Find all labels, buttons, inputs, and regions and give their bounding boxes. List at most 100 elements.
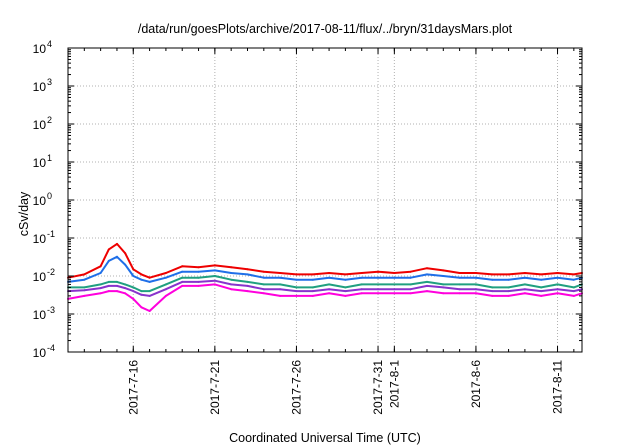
y-tick-exp: 2	[47, 115, 52, 125]
data-point	[279, 294, 282, 297]
data-point	[523, 283, 526, 286]
data-point	[116, 290, 118, 293]
x-axis: 2017-7-16 2017-7-21 2017-7-26 2017-7-31 2017…	[67, 48, 575, 415]
data-point	[246, 280, 249, 283]
data-point	[116, 284, 118, 287]
data-point	[572, 273, 575, 276]
series-line	[67, 242, 583, 279]
x-tick-label: 2017-8-11	[551, 360, 565, 414]
x-tick-label: 2017-7-16	[126, 360, 140, 415]
data-point	[523, 276, 526, 279]
data-point	[132, 275, 135, 277]
data-point	[279, 283, 282, 286]
data-point	[474, 283, 477, 286]
data-point	[181, 270, 184, 273]
data-point	[197, 280, 200, 283]
data-point	[523, 288, 526, 291]
y-tick-label: 10-1	[33, 229, 55, 246]
data-point	[116, 255, 118, 258]
data-point	[474, 288, 477, 291]
plot-frame	[67, 47, 583, 353]
data-point	[295, 294, 298, 297]
data-point	[311, 290, 314, 293]
data-point	[377, 283, 379, 286]
y-tick-base: 10	[33, 194, 47, 208]
series-line	[67, 279, 583, 297]
data-point	[148, 310, 151, 312]
data-point	[311, 278, 314, 281]
data-point	[393, 276, 396, 279]
data-point	[213, 264, 216, 267]
data-point	[409, 270, 412, 273]
data-point	[132, 290, 135, 293]
data-point	[124, 263, 127, 266]
data-point	[83, 289, 86, 292]
y-tick-base: 10	[33, 232, 47, 246]
data-point	[262, 283, 265, 286]
data-point	[491, 294, 494, 297]
x-tick-label: 2017-7-31	[371, 360, 385, 415]
data-point	[230, 266, 233, 269]
y-tick-base: 10	[33, 308, 47, 322]
data-point	[246, 268, 249, 271]
y-tick-base: 10	[33, 156, 47, 170]
data-point	[556, 292, 559, 295]
data-point	[107, 248, 110, 251]
data-point	[507, 290, 510, 293]
data-point	[507, 273, 510, 276]
data-point	[230, 278, 233, 281]
data-point	[458, 288, 461, 291]
data-point	[442, 286, 445, 289]
data-point	[246, 284, 249, 287]
data-point	[556, 276, 559, 279]
data-point	[474, 292, 477, 295]
data-point	[344, 278, 347, 281]
data-point	[360, 283, 363, 286]
data-point	[148, 276, 151, 279]
data-point	[99, 287, 102, 290]
data-point	[295, 278, 298, 281]
data-point	[99, 265, 102, 268]
x-tick-label: 2017-7-26	[289, 360, 303, 415]
data-point	[409, 283, 412, 286]
data-point	[213, 279, 216, 282]
data-point	[83, 273, 86, 276]
series-line	[68, 275, 583, 293]
data-point	[393, 288, 396, 291]
data-point	[124, 287, 127, 290]
data-point	[262, 292, 265, 295]
x-axis-label: Coordinated Universal Time (UTC)	[229, 431, 421, 445]
data-point	[140, 306, 143, 309]
y-tick-base: 10	[33, 346, 47, 360]
data-point	[540, 286, 543, 289]
data-point	[164, 283, 167, 286]
data-point	[124, 283, 127, 286]
data-point	[83, 294, 86, 297]
data-point	[572, 294, 575, 297]
y-tick-label: 10-3	[33, 305, 55, 322]
data-point	[426, 273, 428, 276]
data-point	[311, 294, 314, 297]
data-point	[540, 294, 543, 297]
data-point	[230, 272, 233, 274]
data-point	[572, 286, 575, 289]
y-tick-label: 10-4	[33, 343, 55, 360]
data-point	[107, 280, 110, 283]
y-tick-exp: -1	[47, 229, 55, 239]
series-layer	[67, 242, 583, 312]
data-point	[295, 286, 298, 289]
data-point	[328, 272, 331, 274]
data-point	[393, 283, 396, 286]
data-point	[230, 288, 233, 291]
data-point	[474, 272, 477, 274]
data-point	[540, 278, 543, 281]
y-tick-label: 10-2	[33, 267, 55, 284]
data-point	[83, 278, 86, 281]
series-3	[67, 275, 583, 293]
data-point	[409, 288, 412, 291]
data-point	[523, 272, 526, 274]
data-point	[556, 272, 559, 274]
data-point	[409, 292, 412, 295]
data-point	[197, 276, 200, 279]
data-point	[164, 294, 167, 297]
